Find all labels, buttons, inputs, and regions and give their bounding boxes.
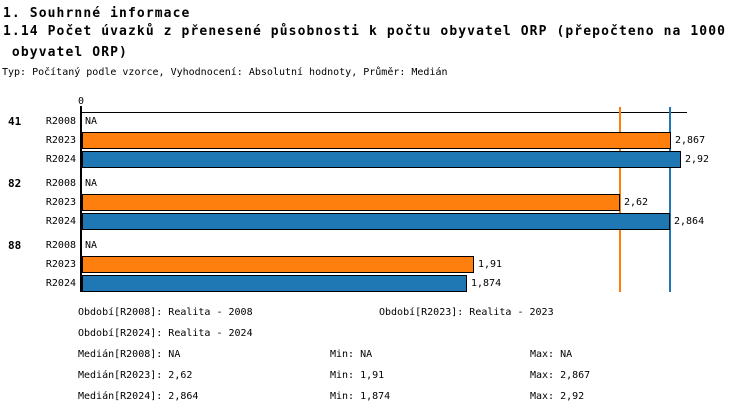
chart-meta-line: Typ: Počítaný podle vzorce, Vyhodnocení:… [2, 67, 448, 78]
na-label-r2008-group-88: NA [85, 240, 98, 251]
group-label-88: 88 [8, 239, 22, 252]
bar-r2023-group-41 [82, 132, 671, 149]
bar-r2024-group-88 [82, 275, 467, 292]
stat-min-r2008: Min: NA [330, 349, 373, 360]
chart-subtitle-line2: obyvatel ORP) [3, 45, 128, 60]
row-label-r2024-group-41: R2024 [45, 154, 76, 165]
value-label-r2023-group-41: 2,867 [675, 135, 706, 146]
value-label-r2023-group-88: 1,91 [478, 259, 503, 270]
value-label-r2024-group-88: 1,874 [471, 278, 502, 289]
row-label-r2008-group-41: R2008 [45, 116, 76, 127]
x-axis-top-line [81, 112, 687, 113]
legend-period-r2008: Období[R2008]: Realita - 2008 [78, 307, 253, 318]
refline-median-r2024 [669, 107, 671, 292]
legend-period-r2023: Období[R2023]: Realita - 2023 [379, 307, 554, 318]
bar-r2024-group-82 [82, 213, 670, 230]
bar-r2023-group-82 [82, 194, 620, 211]
bar-r2024-group-41 [82, 151, 681, 168]
value-label-r2024-group-82: 2,864 [674, 216, 705, 227]
row-label-r2023-group-82: R2023 [45, 197, 76, 208]
row-label-r2008-group-88: R2008 [45, 240, 76, 251]
axis-zero-label: 0 [77, 96, 85, 107]
value-label-r2024-group-41: 2,92 [685, 154, 710, 165]
stat-max-r2008: Max: NA [530, 349, 573, 360]
row-label-r2024-group-82: R2024 [45, 216, 76, 227]
stat-max-r2023: Max: 2,867 [530, 370, 591, 381]
row-label-r2024-group-88: R2024 [45, 278, 76, 289]
stat-max-r2024: Max: 2,92 [530, 391, 585, 402]
row-label-r2023-group-88: R2023 [45, 259, 76, 270]
stat-median-r2023: Medián[R2023]: 2,62 [78, 370, 193, 381]
row-label-r2008-group-82: R2008 [45, 178, 76, 189]
stat-median-r2024: Medián[R2024]: 2,864 [78, 391, 199, 402]
group-label-82: 82 [8, 177, 22, 190]
row-label-r2023-group-41: R2023 [45, 135, 76, 146]
na-label-r2008-group-41: NA [85, 116, 98, 127]
stat-median-r2008: Medián[R2008]: NA [78, 349, 181, 360]
chart-subtitle-line1: 1.14 Počet úvazků z přenesené působnosti… [3, 24, 727, 39]
y-axis-line [80, 106, 82, 292]
stat-min-r2024: Min: 1,874 [330, 391, 391, 402]
na-label-r2008-group-82: NA [85, 178, 98, 189]
stat-min-r2023: Min: 1,91 [330, 370, 385, 381]
group-label-41: 41 [8, 115, 22, 128]
refline-median-r2023 [619, 107, 621, 292]
value-label-r2023-group-82: 2,62 [624, 197, 649, 208]
page-title: 1. Souhrnné informace [3, 6, 191, 21]
legend-period-r2024: Období[R2024]: Realita - 2024 [78, 328, 253, 339]
bar-r2023-group-88 [82, 256, 474, 273]
